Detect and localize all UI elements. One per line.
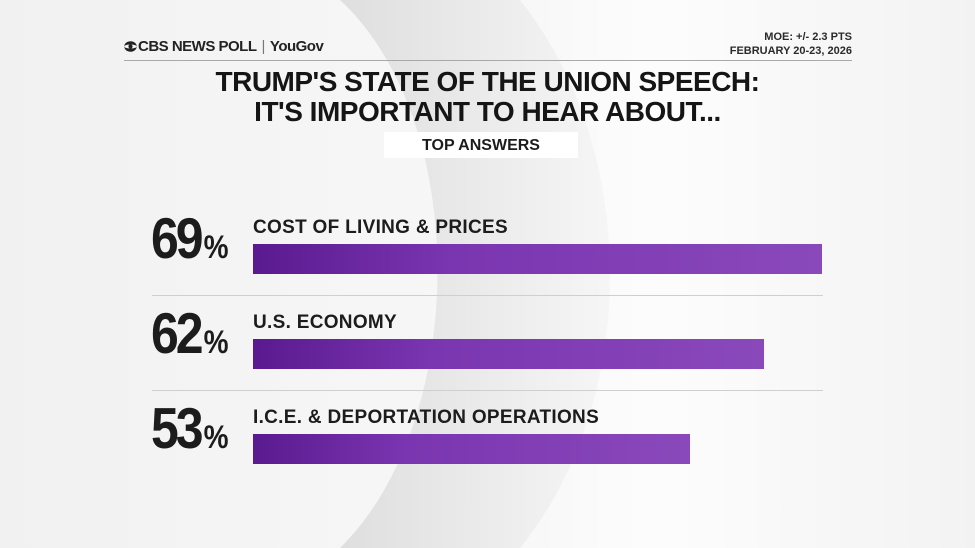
percent-sign: % [203, 419, 229, 455]
value-number: 53 [151, 396, 204, 461]
logo-divider: | [261, 38, 266, 55]
chart-title-line-1: TRUMP'S STATE OF THE UNION SPEECH: [215, 66, 760, 97]
logo-text: CBS NEWS POLL [138, 38, 257, 55]
percent-sign: % [203, 229, 229, 265]
category-label: COST OF LIVING & PRICES [253, 217, 508, 238]
value-label: 69% [151, 205, 229, 281]
value-number: 69 [151, 206, 204, 271]
value-label: 62% [151, 300, 229, 376]
value-label: 53% [151, 395, 229, 471]
chart-subtitle: TOP ANSWERS [384, 132, 578, 158]
percent-sign: % [203, 324, 229, 360]
bar [253, 339, 764, 369]
category-label: U.S. ECONOMY [253, 312, 398, 333]
chart-title: TRUMP'S STATE OF THE UNION SPEECH: IT'S … [0, 67, 975, 127]
cbs-news-poll-logo: CBS NEWS POLL | YouGov [124, 38, 324, 55]
chart-title-line-2: IT'S IMPORTANT TO HEAR ABOUT... [254, 96, 721, 127]
row-separator [152, 295, 823, 296]
value-number: 62 [151, 301, 204, 366]
cbs-eye-icon [124, 41, 137, 52]
row-separator [152, 390, 823, 391]
poll-date: FEBRUARY 20-23, 2026 [729, 45, 852, 57]
margin-of-error: MOE: +/- 2.3 PTS [764, 31, 852, 43]
partner-text: YouGov [269, 38, 324, 55]
header-rule [124, 60, 852, 61]
poll-meta: MOE: +/- 2.3 PTS FEBRUARY 20-23, 2026 [730, 30, 852, 58]
bar [253, 244, 822, 274]
category-label: I.C.E. & DEPORTATION OPERATIONS [253, 407, 600, 428]
bar [253, 434, 690, 464]
